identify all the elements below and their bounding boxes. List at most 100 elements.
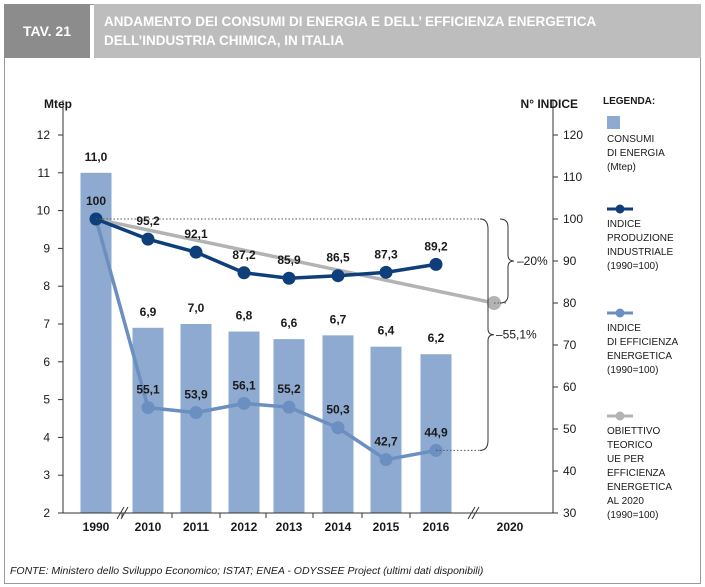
bar-consumi — [420, 354, 452, 513]
bar-value-label: 11,0 — [85, 150, 108, 164]
legend-swatch-consumi — [607, 116, 620, 129]
bar-value-label: 6,7 — [330, 312, 347, 326]
x-tick-label: 1990 — [83, 520, 110, 534]
production-line — [95, 217, 437, 280]
production-value-label: 87,3 — [374, 247, 398, 261]
figure-header: TAV. 21 ANDAMENTO DEI CONSUMI DI ENERGIA… — [4, 4, 701, 58]
x-tick-label: 2013 — [276, 520, 303, 534]
right-tick-label: 110 — [563, 170, 582, 184]
right-tick-label: 70 — [563, 338, 577, 352]
figure-title: ANDAMENTO DEI CONSUMI DI ENERGIA E DELL’… — [94, 4, 701, 58]
production-point — [237, 266, 251, 280]
production-point — [141, 232, 155, 246]
source-note: FONTE: Ministero dello Sviluppo Economic… — [10, 565, 484, 577]
left-tick-label: 9 — [43, 241, 50, 255]
left-axis-title: Mtep — [44, 97, 72, 111]
legend-label-obiettivo: OBIETTIVO TEORICO UE PER EFFICIENZA ENER… — [607, 426, 673, 521]
left-tick-label: 6 — [43, 355, 50, 369]
x-tick-label: 2016 — [423, 520, 450, 534]
efficiency-point — [331, 421, 345, 435]
left-tick-label: 4 — [43, 430, 50, 444]
production-value-label: 85,9 — [277, 253, 301, 267]
production-value-label: 89,2 — [424, 239, 448, 253]
production-value-label: 87,2 — [232, 248, 256, 262]
brace-55 — [479, 218, 495, 451]
efficiency-value-label: 42,7 — [374, 435, 398, 449]
production-point — [282, 271, 296, 285]
production-value-label: 92,1 — [184, 227, 208, 241]
legend-label-consumi: CONSUMI DI ENERGIA (Mtep) — [607, 134, 665, 173]
axis-break-mark — [120, 506, 129, 520]
legend-title: LEGENDA: — [603, 96, 656, 107]
left-tick-label: 12 — [37, 128, 51, 142]
efficiency-point — [282, 400, 296, 414]
efficiency-point — [189, 406, 203, 420]
legend-label-efficienza: INDICE DI EFFICIENZA ENERGETICA (1990=10… — [607, 323, 679, 376]
legend-item-consumi: CONSUMI DI ENERGIA (Mtep) — [607, 116, 665, 175]
efficiency-value-label: 55,2 — [277, 382, 301, 396]
left-tick-label: 8 — [43, 279, 50, 293]
bar-value-label: 6,4 — [378, 324, 395, 338]
left-tick-label: 11 — [38, 166, 51, 180]
bar-value-label: 7,0 — [188, 301, 205, 315]
efficiency-point — [237, 396, 251, 410]
bar-consumi — [132, 327, 164, 513]
bar-value-label: 6,2 — [428, 331, 445, 345]
legend-label-produzione: INDICE PRODUZIONE INDUSTRIALE (1990=100) — [607, 219, 674, 272]
efficiency-value-label: 44,9 — [424, 425, 448, 439]
right-axis-title: N° INDICE — [521, 97, 578, 111]
efficiency-point — [379, 453, 393, 467]
bar-consumi — [273, 339, 305, 513]
right-tick-label: 40 — [563, 464, 577, 478]
axis-break-mark — [116, 506, 125, 520]
bar-value-label: 6,9 — [140, 305, 157, 319]
x-tick-label: 2020 — [497, 520, 524, 534]
efficiency-value-label: 55,1 — [136, 383, 160, 397]
bar-value-label: 6,8 — [236, 309, 253, 323]
bar-consumi — [228, 331, 260, 513]
target-line — [95, 217, 495, 305]
bar-consumi — [80, 172, 112, 514]
x-tick-label: 2015 — [373, 520, 400, 534]
table-tag: TAV. 21 — [4, 4, 90, 58]
right-tick-label: 100 — [563, 212, 583, 226]
brace-20 — [499, 218, 515, 304]
efficiency-value-label: 50,3 — [326, 403, 350, 417]
production-point — [331, 269, 345, 283]
axis-break-mark — [471, 506, 480, 520]
left-tick-label: 3 — [43, 468, 50, 482]
efficiency-value-label: 53,9 — [184, 388, 208, 402]
production-point — [379, 265, 393, 279]
right-tick-label: 30 — [563, 506, 577, 520]
efficiency-point — [141, 401, 155, 415]
x-tick-label: 2010 — [135, 520, 162, 534]
right-tick-label: 80 — [563, 296, 577, 310]
production-value-label: 100 — [86, 194, 106, 208]
bar-value-label: 6,6 — [281, 316, 298, 330]
right-tick-label: 50 — [563, 422, 577, 436]
annotation-minus-20: –20% — [517, 254, 548, 268]
bar-consumi — [370, 346, 402, 513]
right-tick-label: 60 — [563, 380, 577, 394]
annotation-minus-55: –55,1% — [496, 328, 537, 342]
production-value-label: 86,5 — [326, 251, 350, 265]
legend-item-produzione: INDICE PRODUZIONE INDUSTRIALE (1990=100) — [607, 203, 674, 274]
production-point — [189, 245, 203, 259]
efficiency-value-label: 56,1 — [232, 378, 256, 392]
left-tick-label: 2 — [43, 506, 50, 520]
production-value-label: 95,2 — [136, 214, 160, 228]
right-tick-label: 90 — [563, 254, 577, 268]
efficiency-line — [94, 218, 437, 462]
left-tick-label: 5 — [43, 393, 50, 407]
legend-item-efficienza: INDICE DI EFFICIENZA ENERGETICA (1990=10… — [607, 307, 678, 378]
production-point — [429, 257, 443, 271]
axis-break-mark — [467, 506, 476, 520]
x-tick-label: 2011 — [183, 520, 209, 534]
legend-item-obiettivo: OBIETTIVO TEORICO UE PER EFFICIENZA ENER… — [607, 410, 705, 523]
right-tick-label: 120 — [563, 128, 583, 142]
left-tick-label: 7 — [43, 317, 50, 331]
x-tick-label: 2014 — [325, 520, 352, 534]
left-tick-label: 10 — [37, 204, 51, 218]
x-tick-label: 2012 — [231, 520, 258, 534]
